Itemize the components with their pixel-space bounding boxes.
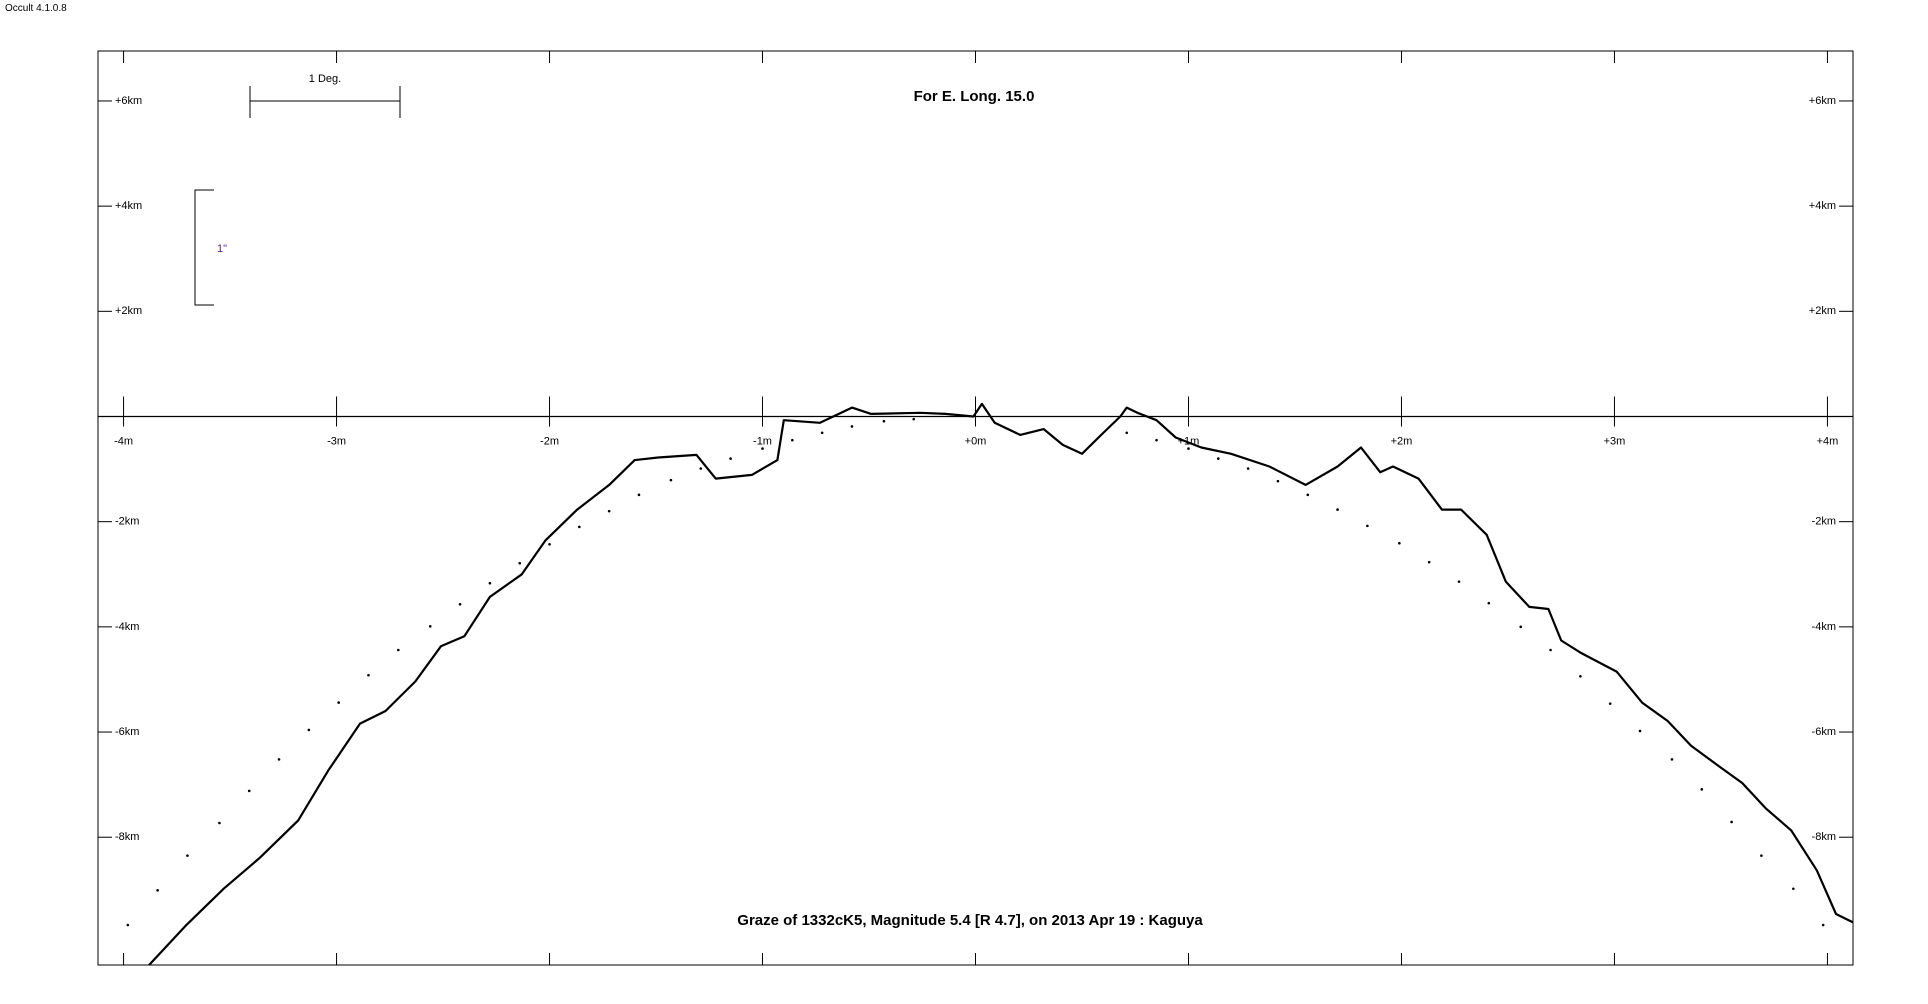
- mean-limb-dot: [669, 478, 673, 482]
- mean-limb-dot: [882, 419, 886, 423]
- y-tick-label: +2km: [1809, 305, 1836, 317]
- mean-limb-dot: [1276, 479, 1280, 483]
- mean-limb-dot: [1398, 541, 1401, 545]
- x-tick-label: +3m: [1604, 435, 1626, 447]
- scale-label: 1": [217, 243, 227, 255]
- x-tick-label: -1m: [753, 435, 772, 447]
- mean-limb-dot: [791, 438, 794, 442]
- x-tick-label: -4m: [114, 435, 133, 447]
- mean-limb-dot: [1549, 648, 1552, 652]
- mean-limb-dot: [1125, 431, 1129, 435]
- mean-limb-dot: [367, 673, 370, 677]
- mean-limb-dot: [1638, 729, 1642, 733]
- mean-limb-dot: [126, 923, 130, 927]
- x-tick-label: +0m: [965, 435, 987, 447]
- mean-limb-dot: [1217, 457, 1220, 460]
- y-tick-label: +2km: [115, 305, 142, 317]
- mean-limb-dot: [607, 509, 611, 513]
- mean-limb-dot: [548, 542, 551, 546]
- app-version: Occult 4.1.0.8: [5, 3, 67, 14]
- y-tick-label: -4km: [115, 621, 139, 633]
- mean-limb-dot: [458, 602, 462, 606]
- mean-limb-dot: [820, 431, 824, 435]
- mean-limb-dot: [156, 889, 159, 892]
- y-tick-label: +6km: [1809, 95, 1836, 107]
- mean-limb-dot: [1821, 923, 1825, 927]
- y-tick-label: -6km: [115, 726, 139, 738]
- y-tick-label: -2km: [1812, 516, 1836, 528]
- mean-limb-dot: [307, 728, 311, 732]
- mean-limb-dot: [488, 581, 492, 585]
- mean-limb-dot: [218, 821, 221, 825]
- mean-limb-dot: [1730, 820, 1733, 824]
- x-tick-label: -2m: [540, 435, 559, 447]
- y-tick-label: +4km: [115, 200, 142, 212]
- mean-limb-dot: [1427, 560, 1431, 564]
- mean-limb-dot: [397, 648, 400, 652]
- x-tick-label: -3m: [327, 435, 346, 447]
- mean-limb-dot: [1366, 524, 1369, 528]
- x-tick-label: +4m: [1817, 435, 1839, 447]
- mean-limb-dot: [578, 525, 581, 529]
- mean-limb-dot: [428, 625, 432, 628]
- y-tick-label: -8km: [1812, 831, 1836, 843]
- y-tick-label: -8km: [115, 831, 139, 843]
- mean-limb-dot: [912, 417, 916, 421]
- limb-profile: [148, 402, 1854, 966]
- mean-limb-dot: [1519, 625, 1523, 629]
- y-tick-label: -6km: [1812, 726, 1836, 738]
- y-tick-label: -4km: [1812, 621, 1836, 633]
- mean-limb-dot: [1670, 758, 1674, 761]
- chart-subtitle: Graze of 1332cK5, Magnitude 5.4 [R 4.7],…: [737, 912, 1203, 929]
- mean-limb-dot: [1306, 493, 1310, 497]
- mean-limb-dot: [1700, 788, 1704, 791]
- mean-limb-dot: [637, 493, 641, 497]
- x-tick-label: +2m: [1391, 435, 1413, 447]
- mean-limb-dot: [1608, 702, 1612, 705]
- mean-limb-dot: [1187, 447, 1190, 450]
- mean-limb-dot: [850, 425, 854, 428]
- y-tick-label: -2km: [115, 516, 139, 528]
- mean-limb-dot: [186, 854, 189, 857]
- scale-bracket: [194, 189, 214, 306]
- y-tick-label: +4km: [1809, 200, 1836, 212]
- mean-limb-dot: [1457, 580, 1461, 583]
- mean-limb-dot: [1487, 601, 1491, 605]
- mean-limb-dot: [1579, 674, 1582, 678]
- scale-label: 1 Deg.: [309, 73, 341, 85]
- y-tick-label: +6km: [115, 95, 142, 107]
- mean-limb-dot: [337, 701, 340, 704]
- mean-limb-dot: [1336, 508, 1339, 511]
- mean-limb-dot: [699, 467, 703, 470]
- mean-limb-dot: [277, 758, 281, 761]
- mean-limb-dot: [247, 789, 251, 793]
- mean-limb-dot: [1760, 854, 1763, 857]
- mean-limb-dot: [761, 447, 764, 450]
- mean-limb-dot: [1246, 467, 1250, 470]
- mean-limb-dot: [1792, 887, 1795, 891]
- mean-limb-dot: [729, 457, 732, 460]
- mean-limb-dot: [1155, 438, 1158, 442]
- chart-title: For E. Long. 15.0: [914, 88, 1035, 105]
- mean-limb-dot: [518, 561, 522, 565]
- plot-frame: [97, 50, 1854, 966]
